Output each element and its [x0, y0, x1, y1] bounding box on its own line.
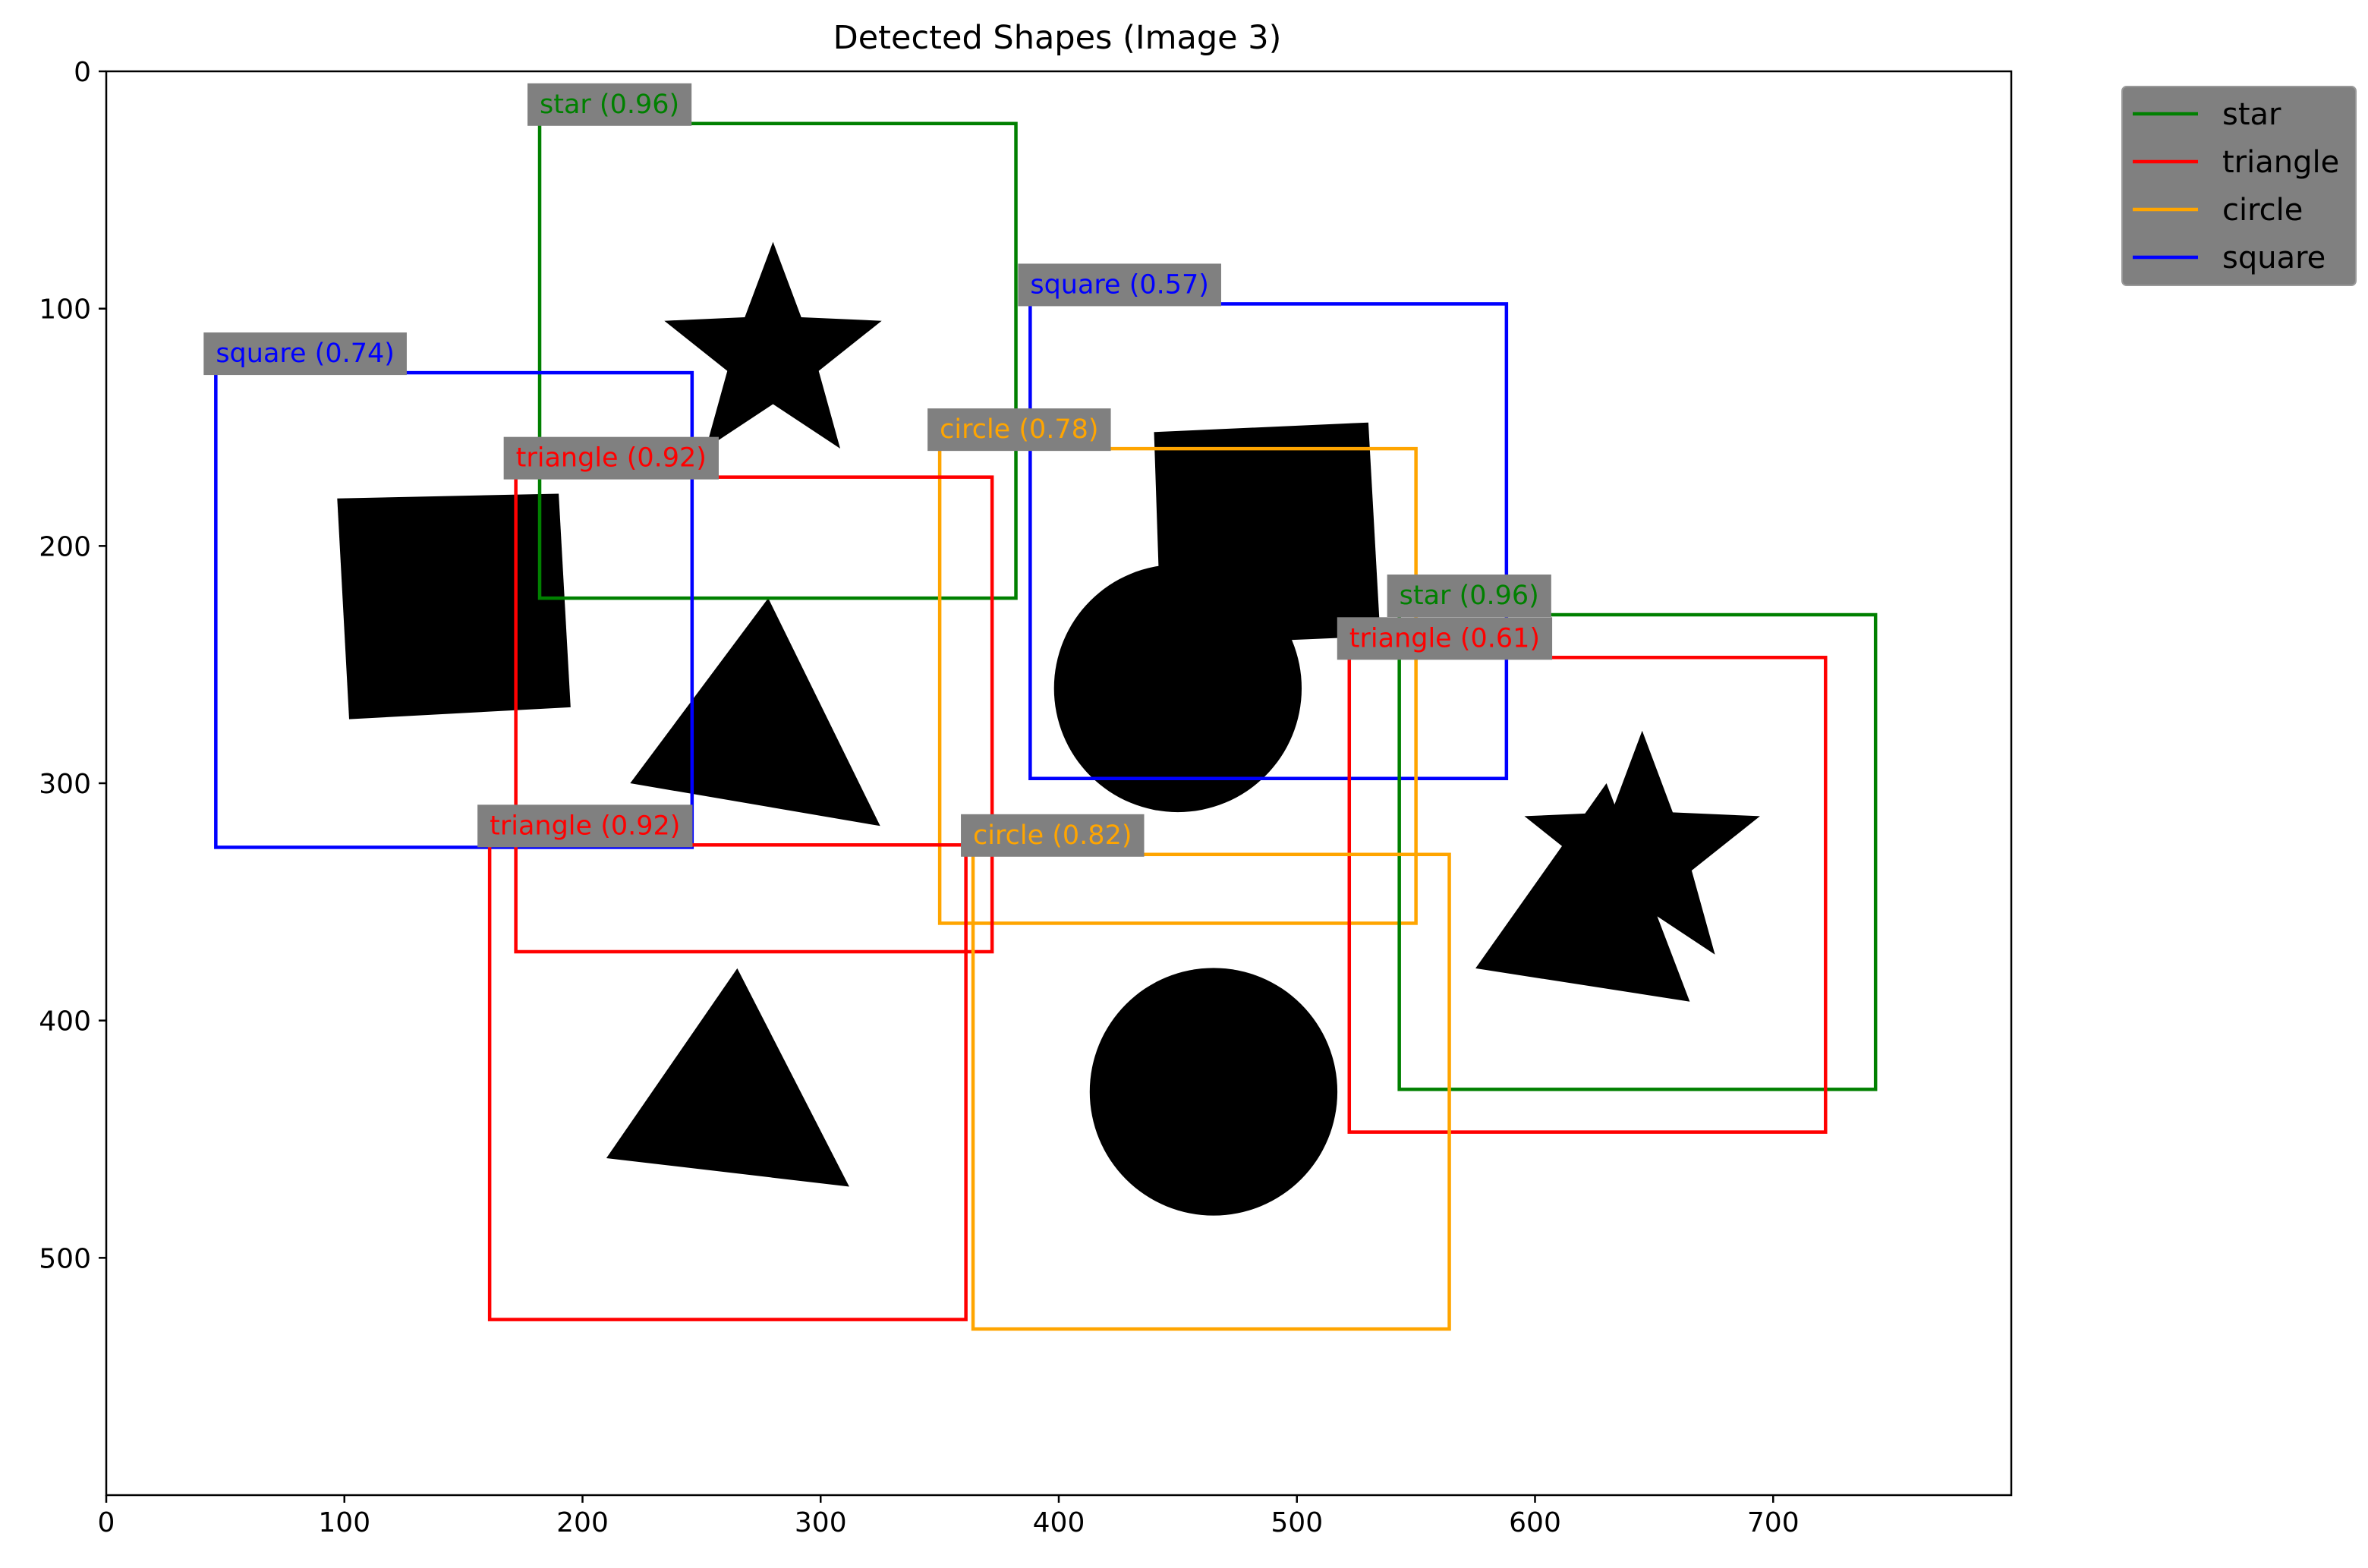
detection-label: star (0.96) — [540, 90, 679, 120]
triangle-shape — [606, 968, 849, 1187]
legend-label-circle: circle — [2222, 193, 2303, 228]
y-tick-label: 500 — [39, 1243, 91, 1274]
detection-square: square (0.74) — [203, 332, 694, 849]
star-shape — [1524, 730, 1760, 955]
detection-triangle: triangle (0.92) — [503, 436, 994, 954]
legend-label-triangle: triangle — [2222, 145, 2339, 180]
detection-label: circle (0.82) — [973, 820, 1132, 851]
y-tick-label: 200 — [39, 531, 91, 562]
detection-label: square (0.74) — [216, 338, 395, 369]
detection-label-background — [961, 814, 1145, 857]
plot-area: star (0.96) square (0.57) square (0.74) cir… — [105, 70, 2013, 1497]
detection-label-background — [527, 83, 692, 126]
detection-label: circle (0.78) — [940, 414, 1098, 445]
detection-box — [514, 475, 994, 954]
detection-box — [1397, 612, 1878, 1091]
x-tick-label: 600 — [1509, 1507, 1561, 1538]
x-tick-label: 700 — [1747, 1507, 1800, 1538]
square-shape — [337, 493, 571, 719]
detection-label: triangle (0.61) — [1349, 623, 1540, 653]
detection-label: star (0.96) — [1400, 581, 1539, 611]
star-shape — [664, 241, 882, 449]
detection-box — [971, 852, 1451, 1331]
detection-label-background — [1337, 617, 1553, 660]
y-tick-label: 100 — [39, 294, 91, 326]
detection-box — [1028, 302, 1509, 780]
detection-label: square (0.57) — [1030, 269, 1209, 300]
detection-star: star (0.96) — [1387, 575, 1878, 1091]
detection-label-background — [477, 804, 693, 848]
detection-box — [214, 370, 694, 849]
y-tick-label: 400 — [39, 1006, 91, 1037]
x-tick-label: 300 — [795, 1507, 847, 1538]
x-tick-label: 400 — [1033, 1507, 1085, 1538]
chart-title: Detected Shapes (Image 3) — [833, 19, 1282, 57]
x-tick-label: 0 — [98, 1507, 115, 1538]
detection-triangle: triangle (0.92) — [477, 804, 968, 1321]
x-tick-label: 500 — [1271, 1507, 1323, 1538]
detection-label-background — [1018, 263, 1221, 307]
detection-box — [1347, 656, 1828, 1134]
detection-circle: circle (0.78) — [927, 408, 1418, 925]
x-tick-label: 200 — [556, 1507, 609, 1538]
legend-label-square: square — [2222, 241, 2325, 276]
legend-box — [2121, 86, 2357, 286]
detection-label: triangle (0.92) — [490, 811, 680, 841]
detection-box — [537, 121, 1018, 600]
detection-label-background — [203, 332, 407, 376]
circle-shape — [1089, 968, 1338, 1216]
detection-label-background — [927, 408, 1111, 452]
x-tick-label: 100 — [318, 1507, 370, 1538]
detection-label: triangle (0.92) — [516, 443, 707, 474]
y-axis: 0 100 200 300 400 500 — [39, 57, 106, 1274]
legend-label-star: star — [2222, 97, 2281, 132]
plot-background — [106, 71, 2011, 1495]
detection-boxes: star (0.96) square (0.57) square (0.74) cir… — [203, 83, 1878, 1331]
x-axis: 0 100 200 300 400 500 600 700 — [98, 1495, 1800, 1538]
detection-circle: circle (0.82) — [961, 814, 1451, 1331]
detection-label-background — [503, 436, 719, 480]
detection-label-background — [1387, 575, 1551, 618]
detection-box — [937, 446, 1418, 925]
circle-shape — [1053, 564, 1302, 813]
detection-star: star (0.96) — [527, 83, 1018, 600]
detection-square: square (0.57) — [1018, 263, 1509, 780]
detection-box — [487, 843, 968, 1321]
legend: star triangle circle square — [2121, 86, 2357, 286]
y-tick-label: 0 — [74, 57, 91, 88]
triangle-shape — [1475, 783, 1690, 1002]
y-tick-label: 300 — [39, 769, 91, 800]
detection-triangle: triangle (0.61) — [1337, 617, 1828, 1134]
